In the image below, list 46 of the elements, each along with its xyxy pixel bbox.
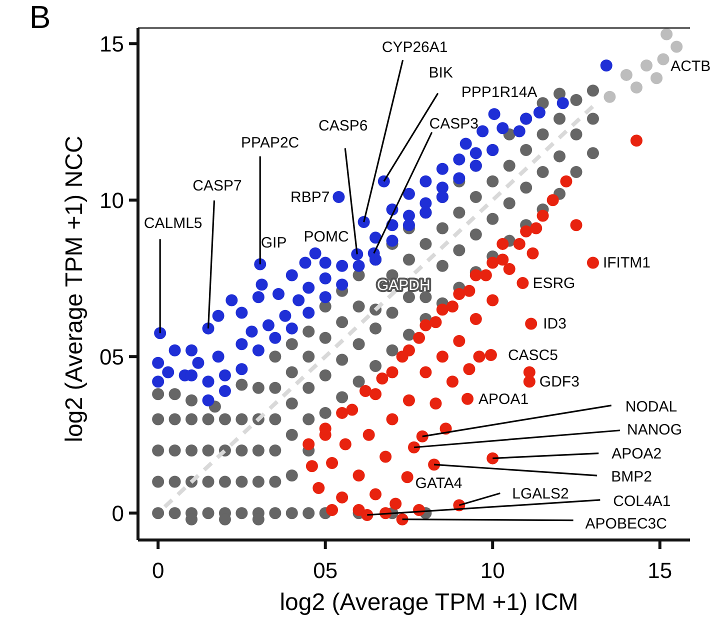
x-axis-title: log2 (Average TPM +1) ICM <box>280 589 578 616</box>
y-tick-label: 05 <box>100 344 124 370</box>
y-tick-label: 10 <box>100 188 124 214</box>
x-tick-label: 0 <box>152 558 164 583</box>
x-tick-label: 15 <box>648 558 672 583</box>
point <box>650 72 663 84</box>
annotation: POMC <box>304 228 349 246</box>
annotation: NODAL <box>625 398 678 416</box>
text: B <box>29 0 51 35</box>
point <box>630 81 642 94</box>
annotation: CASP6 <box>318 117 368 134</box>
annotation: GDF3 <box>539 374 580 391</box>
annotation: PPP1R14A <box>461 84 538 102</box>
point <box>670 40 683 53</box>
annotation: CYP26A1 <box>382 39 448 56</box>
point <box>657 53 670 66</box>
annotation: LGALS2 <box>512 485 569 502</box>
annotation: BMP2 <box>611 468 652 486</box>
annotation: ID3 <box>543 316 566 333</box>
point <box>640 60 653 72</box>
annotation: CALML5 <box>144 215 202 232</box>
annotation: APOA2 <box>612 445 662 462</box>
annotation: APOBEC3C <box>585 515 668 532</box>
annotation: ESRG <box>532 275 576 292</box>
annotation: ACTB <box>670 58 711 75</box>
annotation: APOA1 <box>478 390 529 408</box>
y-tick-label: 0 <box>112 501 124 526</box>
annotation: BIK <box>428 64 453 82</box>
annotation: CASC5 <box>508 347 558 364</box>
annotation: IFITM1 <box>602 254 650 272</box>
annotation: GAPDH <box>376 277 430 294</box>
annotation: RBP7 <box>290 189 330 206</box>
point <box>620 68 632 81</box>
annotation: CASP7 <box>192 177 242 194</box>
point <box>660 28 673 40</box>
x-tick-label: 10 <box>480 558 505 583</box>
y-axis-title: log2 (Average TPM +1) NCC <box>61 136 88 442</box>
annotation: CASP3 <box>429 115 478 132</box>
annotation: GIP <box>260 234 287 252</box>
annotation: GATA4 <box>415 475 462 492</box>
annotation: COL4A1 <box>613 492 671 510</box>
point <box>604 90 616 103</box>
annotation: NANOG <box>627 421 682 438</box>
x-tick-label: 05 <box>313 558 338 583</box>
y-tick-label: 15 <box>100 32 124 57</box>
annotation: PPAP2C <box>241 134 300 152</box>
